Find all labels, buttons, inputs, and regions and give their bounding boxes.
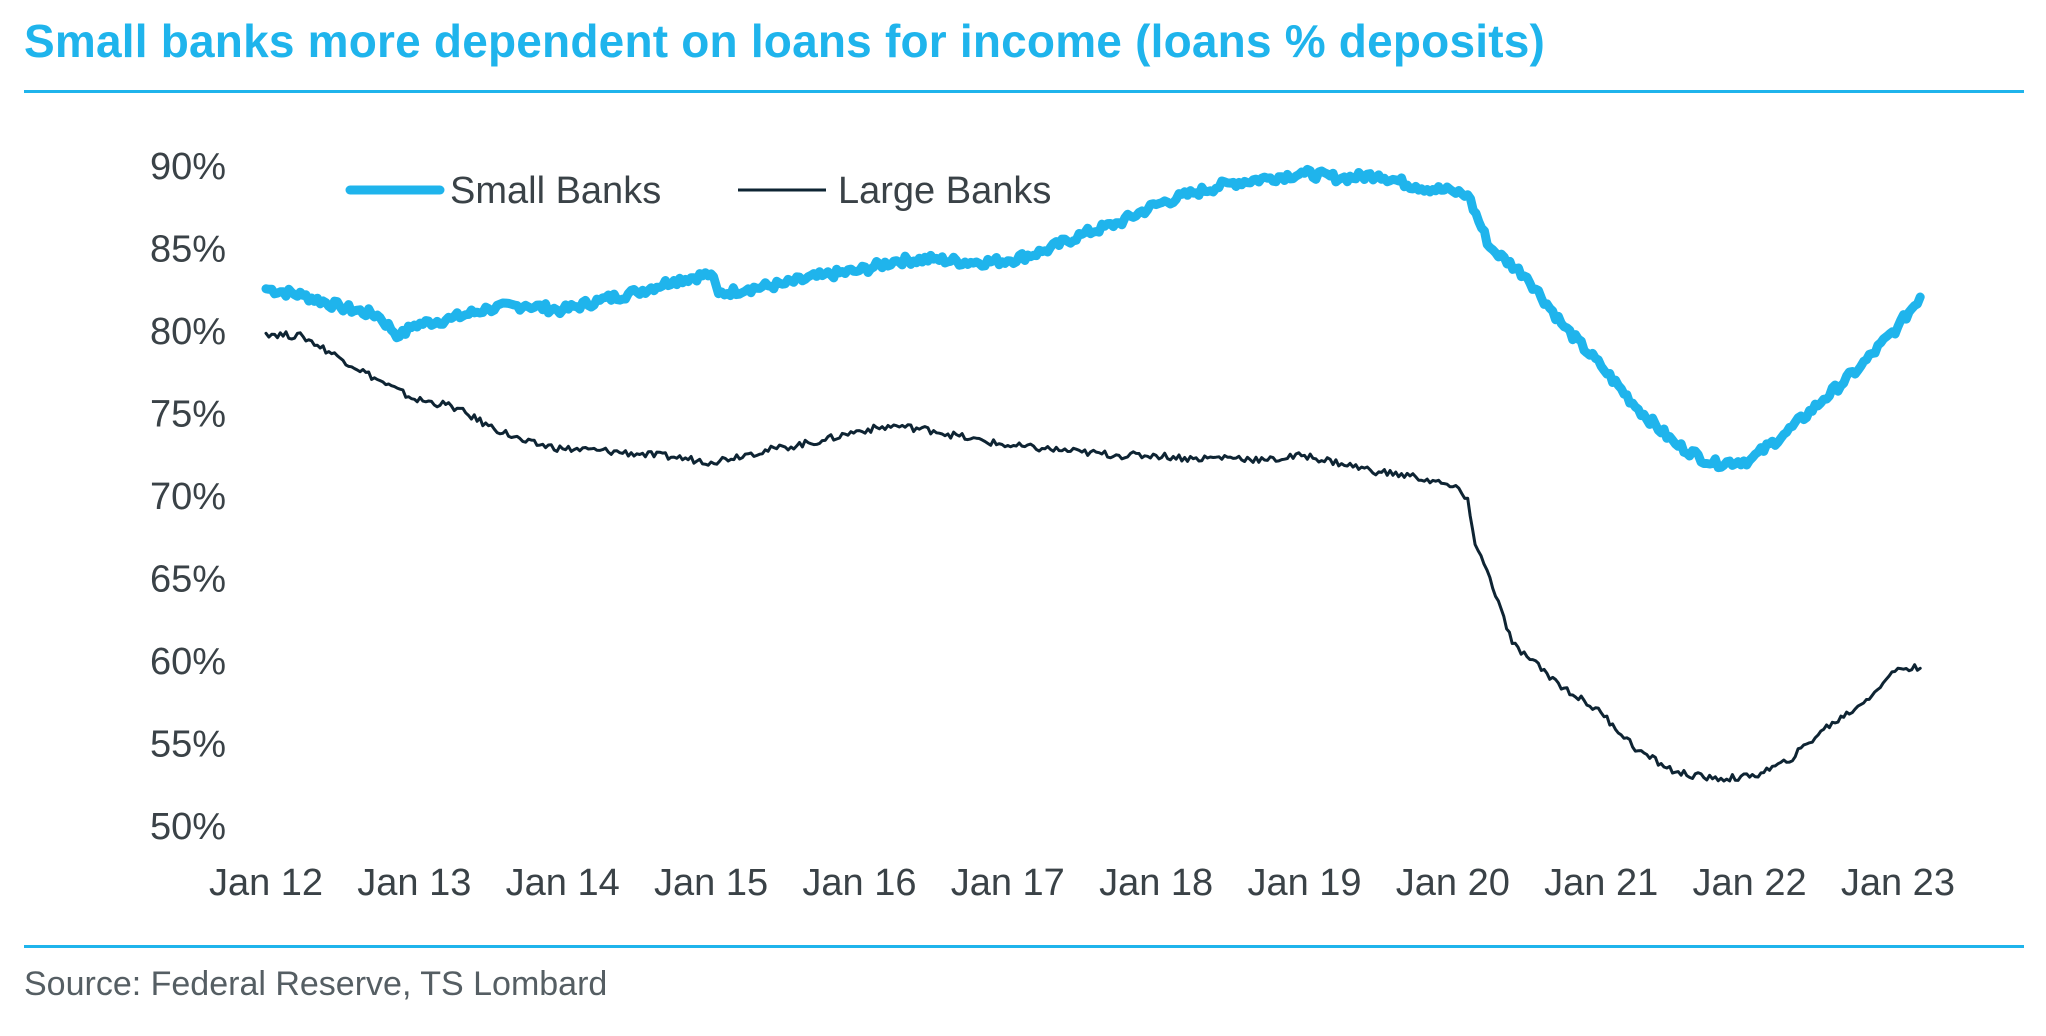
x-tick-label: Jan 13: [357, 862, 471, 904]
y-tick-label: 75%: [150, 394, 226, 436]
small-banks-line: [261, 164, 1925, 473]
x-tick-label: Jan 12: [209, 862, 323, 904]
x-tick-label: Jan 20: [1396, 862, 1510, 904]
x-axis-ticks: Jan 12 Jan 13 Jan 14 Jan 15 Jan 16 Jan 17 Jan …: [209, 862, 1955, 904]
legend-label-large-banks: Large Banks: [838, 170, 1051, 212]
series-lines: [261, 164, 1925, 783]
x-tick-label: Jan 21: [1544, 862, 1658, 904]
y-axis-ticks: 90% 85% 80% 75% 70% 65% 60% 55% 50%: [150, 146, 226, 848]
x-tick-label: Jan 14: [506, 862, 620, 904]
x-tick-label: Jan 23: [1841, 862, 1955, 904]
y-tick-label: 70%: [150, 476, 226, 518]
x-tick-label: Jan 15: [654, 862, 768, 904]
source-note: Source: Federal Reserve, TS Lombard: [24, 965, 608, 1003]
line-chart: 90% 85% 80% 75% 70% 65% 60% 55% 50% Jan 12 Jan 13…: [150, 146, 1955, 904]
legend-label-small-banks: Small Banks: [450, 170, 661, 212]
top-divider: [24, 90, 2024, 93]
legend: Small Banks Large Banks: [345, 170, 1051, 212]
y-tick-label: 80%: [150, 311, 226, 353]
x-tick-label: Jan 19: [1247, 862, 1361, 904]
y-tick-label: 90%: [150, 146, 226, 188]
x-tick-label: Jan 18: [1099, 862, 1213, 904]
x-tick-label: Jan 16: [802, 862, 916, 904]
large-banks-line: [264, 330, 1922, 783]
chart-title: Small banks more dependent on loans for …: [24, 15, 1546, 67]
y-tick-label: 65%: [150, 559, 226, 601]
bottom-divider: [24, 945, 2024, 948]
y-tick-label: 50%: [150, 806, 226, 848]
y-tick-label: 55%: [150, 724, 226, 766]
y-tick-label: 60%: [150, 641, 226, 683]
y-tick-label: 85%: [150, 229, 226, 271]
x-tick-label: Jan 17: [951, 862, 1065, 904]
x-tick-label: Jan 22: [1693, 862, 1807, 904]
